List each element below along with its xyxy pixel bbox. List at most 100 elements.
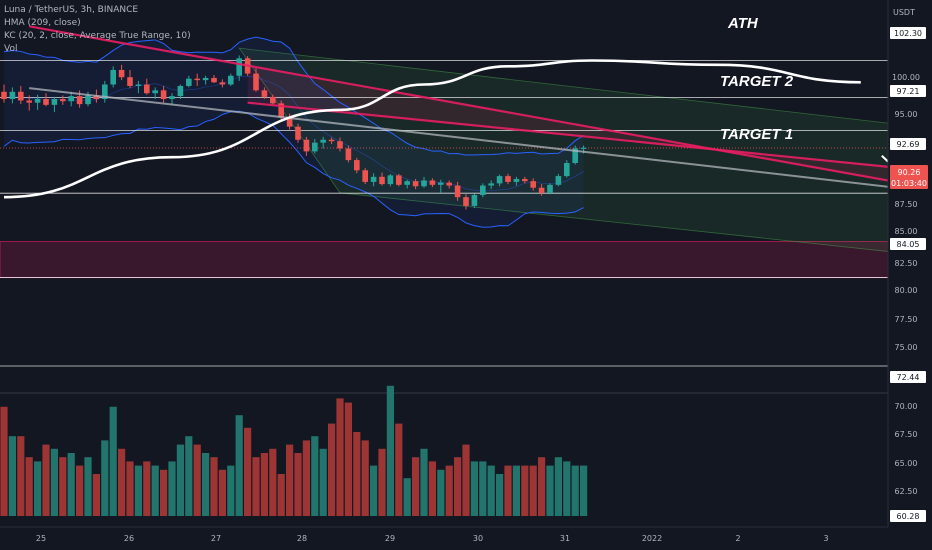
candle[interactable] (219, 79, 226, 88)
volume-bar (8, 436, 16, 516)
candle[interactable] (18, 85, 24, 105)
candle-body (9, 91, 16, 100)
candle[interactable] (345, 145, 352, 163)
candle[interactable] (295, 123, 301, 143)
candle[interactable] (127, 69, 133, 89)
candle[interactable] (513, 176, 520, 186)
candle-body (34, 99, 41, 103)
candle[interactable] (412, 179, 419, 190)
candle[interactable] (496, 174, 503, 187)
candle[interactable] (379, 172, 385, 186)
candle[interactable] (211, 75, 217, 84)
candle[interactable] (488, 180, 494, 190)
candle[interactable] (261, 87, 268, 100)
candle-body (505, 176, 511, 182)
candle[interactable] (253, 68, 259, 92)
candle[interactable] (564, 160, 570, 178)
volume-bar (353, 432, 361, 516)
candle-layer[interactable] (1, 55, 587, 210)
candle[interactable] (530, 178, 536, 191)
symbol-title[interactable]: Luna / TetherUS, 3h, BINANCE (4, 5, 139, 15)
price-tag-label: 92.69 (897, 140, 920, 149)
candle-body (328, 139, 335, 142)
indicator-hma[interactable]: HMA (209, close) (4, 18, 81, 28)
candle[interactable] (303, 136, 310, 156)
candle[interactable] (572, 145, 578, 165)
candle[interactable] (370, 173, 377, 187)
candle[interactable] (354, 157, 360, 174)
candle[interactable] (169, 93, 175, 105)
candle[interactable] (396, 173, 402, 187)
candle[interactable] (547, 183, 553, 195)
price-tag (890, 138, 926, 150)
volume-bar (437, 469, 445, 516)
candle[interactable] (236, 55, 242, 81)
candle[interactable] (320, 136, 326, 149)
candle[interactable] (421, 176, 427, 188)
candle-body (438, 182, 444, 185)
candle[interactable] (328, 137, 335, 145)
candle[interactable] (555, 173, 562, 187)
candle[interactable] (177, 84, 184, 100)
candle[interactable] (118, 64, 125, 81)
y-tick-label: 100.00 (892, 73, 920, 82)
candle[interactable] (26, 95, 32, 111)
candle[interactable] (43, 93, 49, 107)
candle[interactable] (110, 66, 116, 88)
candle-body (85, 95, 91, 105)
candle[interactable] (522, 176, 528, 184)
candle-body (522, 179, 528, 182)
price-axis[interactable]: USDT 100.00 95.00 87.50 85.00 82.50 80.00 77.50… (887, 0, 932, 550)
candle[interactable] (463, 194, 469, 210)
candle[interactable] (337, 137, 343, 152)
candle[interactable] (51, 96, 58, 113)
indicator-kc[interactable]: KC (20, 2, close, Average True Range, 10… (4, 31, 191, 41)
candle[interactable] (312, 139, 318, 154)
candle[interactable] (160, 85, 167, 103)
candle[interactable] (538, 184, 545, 196)
price-tag (890, 238, 926, 250)
candle-body (51, 99, 58, 105)
candle[interactable] (404, 179, 410, 189)
candle[interactable] (471, 193, 478, 209)
candle[interactable] (446, 180, 452, 189)
candle[interactable] (9, 87, 16, 104)
volume-bar (512, 465, 520, 516)
candle[interactable] (202, 75, 209, 85)
candle[interactable] (438, 179, 444, 193)
candle[interactable] (429, 178, 436, 187)
time-axis[interactable]: 25 26 27 28 29 30 31 2022 2 3 (0, 526, 932, 550)
candle[interactable] (60, 95, 66, 105)
candle-body (480, 185, 486, 195)
candle[interactable] (480, 183, 486, 198)
candle[interactable] (454, 181, 461, 201)
candle[interactable] (135, 80, 142, 94)
x-tick-label: 2 (735, 534, 740, 543)
volume-bar (470, 461, 478, 516)
candle[interactable] (186, 75, 192, 88)
volume-bar (151, 465, 159, 516)
candle-body (538, 187, 545, 193)
candle[interactable] (228, 73, 234, 86)
price-tag-label: 72.44 (897, 373, 920, 382)
candle-body (379, 176, 385, 185)
candle-body (513, 179, 520, 182)
candle[interactable] (68, 91, 74, 107)
candle[interactable] (270, 94, 276, 105)
candle[interactable] (194, 73, 200, 86)
hline-layer (0, 60, 888, 394)
candle[interactable] (1, 84, 7, 103)
volume-bar (260, 453, 268, 516)
candle[interactable] (387, 173, 394, 187)
candle[interactable] (505, 173, 511, 185)
y-tick-label: 77.50 (895, 315, 918, 324)
indicator-vol[interactable]: Vol (4, 44, 18, 54)
candle[interactable] (144, 78, 150, 95)
x-tick-label: 30 (473, 534, 483, 543)
volume-bar (395, 423, 403, 516)
candle[interactable] (362, 168, 368, 185)
candle[interactable] (152, 87, 158, 100)
candle[interactable] (34, 94, 41, 110)
candle[interactable] (102, 80, 108, 103)
